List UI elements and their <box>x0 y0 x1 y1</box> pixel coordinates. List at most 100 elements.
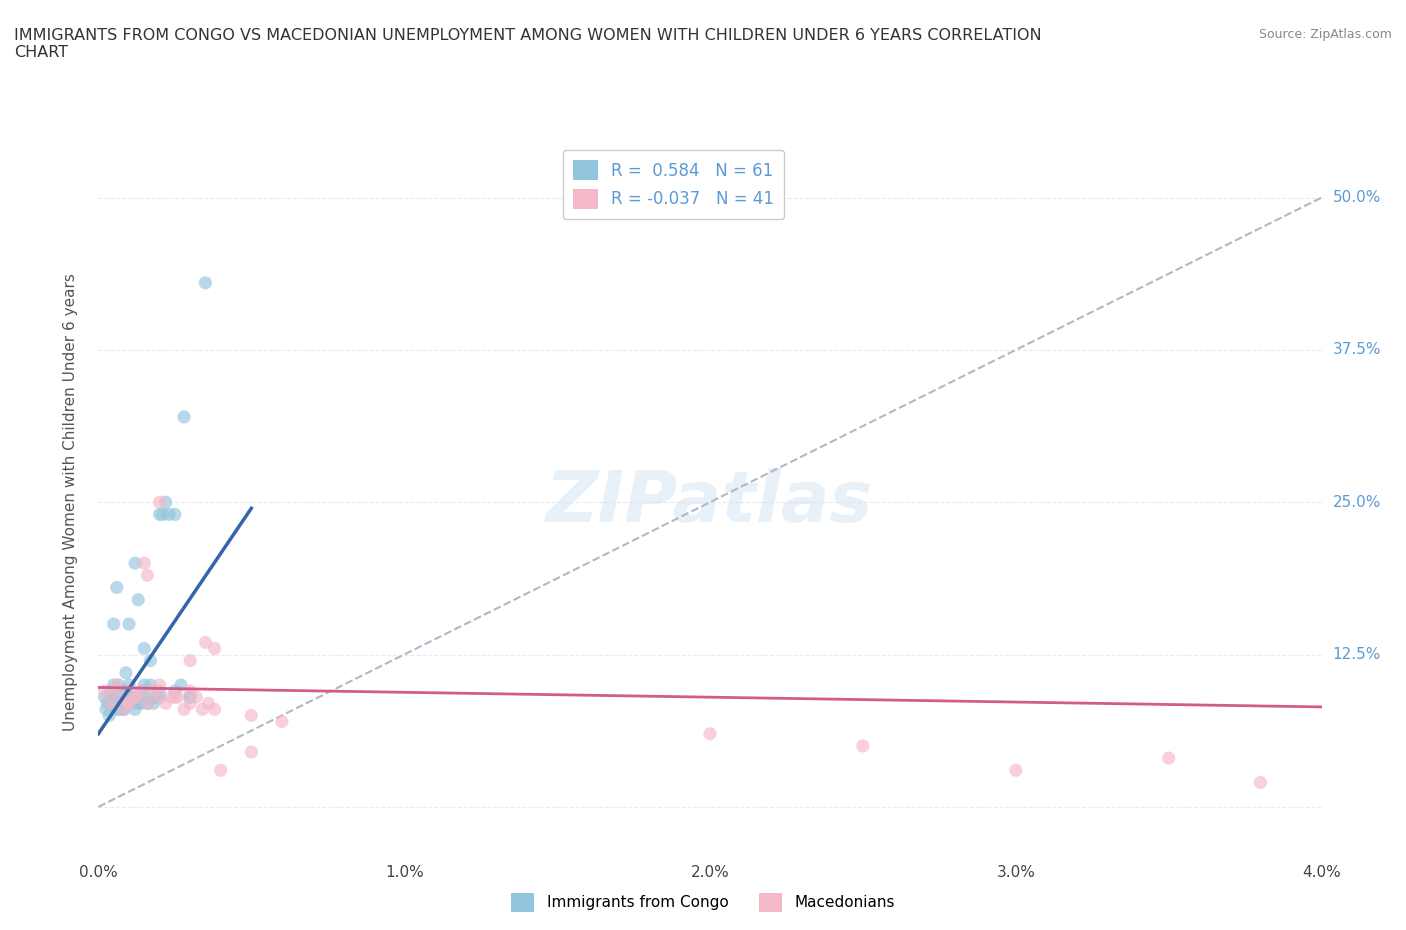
Point <box>118 690 141 705</box>
Point <box>104 690 127 705</box>
Point <box>93 684 115 698</box>
Text: IMMIGRANTS FROM CONGO VS MACEDONIAN UNEMPLOYMENT AMONG WOMEN WITH CHILDREN UNDER: IMMIGRANTS FROM CONGO VS MACEDONIAN UNEM… <box>14 28 1042 60</box>
Point <box>105 580 128 595</box>
Point <box>167 690 190 705</box>
Point <box>155 495 177 510</box>
Y-axis label: Unemployment Among Women with Children Under 6 years: Unemployment Among Women with Children U… <box>63 273 77 731</box>
Point <box>179 653 201 668</box>
Point <box>136 568 159 583</box>
Point <box>111 690 134 705</box>
Text: Source: ZipAtlas.com: Source: ZipAtlas.com <box>1258 28 1392 41</box>
Point <box>129 684 152 698</box>
Point <box>127 696 149 711</box>
Point <box>118 696 141 711</box>
Point <box>115 684 138 698</box>
Point <box>179 690 201 705</box>
Point <box>149 678 172 693</box>
Text: 50.0%: 50.0% <box>1333 190 1381 205</box>
Text: ZIPatlas: ZIPatlas <box>547 468 873 537</box>
Point <box>108 702 131 717</box>
Point <box>204 641 226 656</box>
Point <box>124 690 146 705</box>
Point <box>145 690 167 705</box>
Point <box>124 556 146 571</box>
Point <box>139 653 162 668</box>
Point <box>115 665 138 680</box>
Point <box>157 507 180 522</box>
Point <box>194 635 217 650</box>
Point <box>149 690 172 705</box>
Point <box>111 702 134 717</box>
Point <box>129 696 152 711</box>
Point <box>103 690 125 705</box>
Point <box>110 684 132 698</box>
Point <box>101 696 124 711</box>
Point <box>107 678 129 693</box>
Point <box>179 684 201 698</box>
Point <box>163 684 186 698</box>
Point <box>134 641 156 656</box>
Point <box>108 696 131 711</box>
Point <box>1157 751 1180 765</box>
Point <box>163 507 186 522</box>
Text: 25.0%: 25.0% <box>1333 495 1381 510</box>
Point <box>136 696 159 711</box>
Point <box>149 495 172 510</box>
Point <box>173 702 195 717</box>
Point <box>173 409 195 424</box>
Point <box>163 690 186 705</box>
Point <box>121 690 143 705</box>
Point <box>134 690 156 705</box>
Point <box>136 696 159 711</box>
Point <box>240 745 263 760</box>
Point <box>100 684 122 698</box>
Point <box>103 678 125 693</box>
Point <box>1004 763 1026 777</box>
Point <box>139 678 162 693</box>
Point <box>100 696 122 711</box>
Point <box>129 684 152 698</box>
Point <box>97 696 120 711</box>
Point <box>124 702 146 717</box>
Point <box>98 708 121 723</box>
Point <box>142 690 165 705</box>
Text: 12.5%: 12.5% <box>1333 647 1381 662</box>
Point <box>118 678 141 693</box>
Point <box>115 690 138 705</box>
Point <box>191 702 214 717</box>
Point <box>124 690 146 705</box>
Point <box>136 696 159 711</box>
Point <box>149 690 172 705</box>
Point <box>121 696 143 711</box>
Legend: Immigrants from Congo, Macedonians: Immigrants from Congo, Macedonians <box>505 887 901 918</box>
Point <box>179 696 201 711</box>
Point <box>105 690 128 705</box>
Point <box>186 690 208 705</box>
Point <box>111 690 134 705</box>
Point <box>103 684 125 698</box>
Point <box>118 696 141 711</box>
Point <box>105 702 128 717</box>
Point <box>142 684 165 698</box>
Legend: R =  0.584   N = 61, R = -0.037   N = 41: R = 0.584 N = 61, R = -0.037 N = 41 <box>562 150 785 219</box>
Point <box>134 556 156 571</box>
Point <box>118 617 141 631</box>
Point <box>112 702 135 717</box>
Point <box>111 690 134 705</box>
Point <box>197 696 219 711</box>
Point <box>111 702 134 717</box>
Point <box>134 678 156 693</box>
Point <box>105 678 128 693</box>
Point <box>194 275 217 290</box>
Point <box>160 690 183 705</box>
Point <box>149 507 172 522</box>
Point <box>240 708 263 723</box>
Point <box>149 684 172 698</box>
Point <box>170 678 193 693</box>
Point <box>155 696 177 711</box>
Text: 37.5%: 37.5% <box>1333 342 1381 357</box>
Point <box>103 617 125 631</box>
Point <box>270 714 294 729</box>
Point <box>93 690 115 705</box>
Point <box>152 507 174 522</box>
